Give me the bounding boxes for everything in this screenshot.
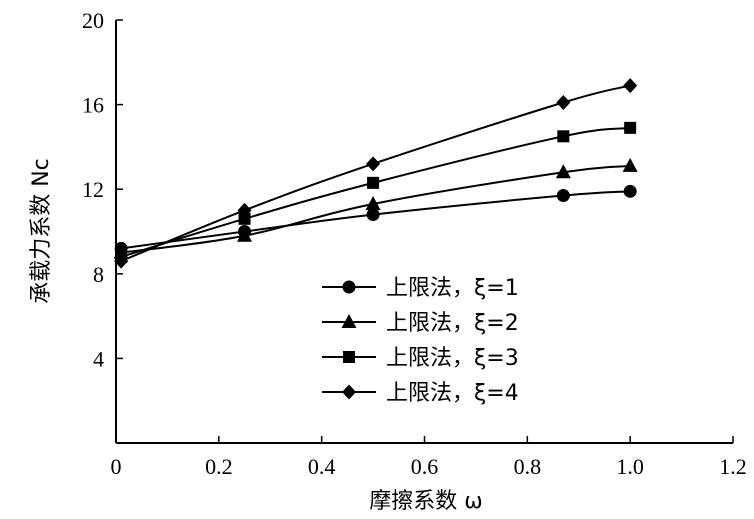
y-tick-label: 8 [93,262,104,287]
data-point-series-4 [556,94,571,110]
y-tick-label: 20 [82,8,104,33]
data-point-series-1 [366,208,380,222]
axes [115,20,733,444]
data-point-series-1 [556,189,570,203]
data-point-series-2 [365,196,381,211]
series-markers [113,78,638,269]
y-axis-title: 承载力系数 Nc [29,158,54,304]
legend: 上限法，ξ=1 上限法，ξ=2 上限法，ξ=3 上限法，ξ=4 [322,276,519,406]
x-ticks: 0 0.2 0.4 0.6 0.8 1.0 1.2 [111,436,747,479]
x-tick-label: 0.8 [514,454,542,479]
data-point-series-2 [555,164,571,179]
x-tick-label: 1.0 [616,454,644,479]
data-point-series-3 [367,176,380,189]
data-point-series-1 [623,184,637,198]
y-tick-label: 12 [82,177,104,202]
legend-marker [343,351,355,363]
legend-label: 上限法，ξ=2 [386,311,519,336]
y-tick-label: 4 [93,346,104,371]
legend-label: 上限法，ξ=4 [386,381,519,406]
x-tick-label: 0.2 [205,454,233,479]
data-point-series-2 [237,227,253,242]
legend-label: 上限法，ξ=1 [386,276,519,301]
data-point-series-4 [114,253,129,269]
legend-marker [342,384,356,400]
legend-label: 上限法，ξ=3 [386,346,519,371]
data-point-series-4 [623,78,638,94]
x-tick-label: 0.4 [308,454,336,479]
legend-marker [342,280,356,294]
data-point-series-4 [237,202,252,218]
data-point-series-3 [238,212,251,225]
legend-marker [341,314,357,328]
x-tick-label: 1.2 [719,454,747,479]
x-axis-title: 摩擦系数 ω [369,489,482,514]
data-point-series-3 [557,130,570,143]
data-point-series-3 [624,121,637,134]
y-tick-label: 16 [82,93,104,118]
x-tick-label: 0 [111,454,122,479]
y-ticks: 4 8 12 16 20 [82,8,123,371]
data-point-series-4 [366,156,381,172]
x-tick-label: 0.6 [411,454,439,479]
data-point-series-2 [622,157,638,172]
series-lines [120,84,631,263]
